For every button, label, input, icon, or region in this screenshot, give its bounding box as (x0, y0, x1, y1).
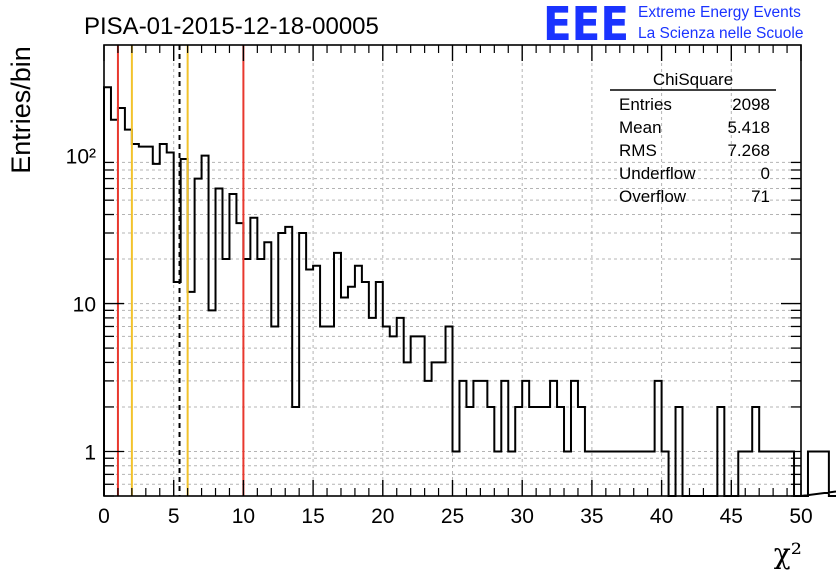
y-tick-label: 10² (66, 146, 96, 169)
eee-logo: EEE (543, 0, 629, 51)
reference-lines (116, 45, 245, 496)
x-axis-title: χ² (774, 537, 802, 570)
histogram (103, 86, 836, 497)
x-tick-label: 10 (232, 505, 255, 528)
x-tick-label: 5 (168, 505, 180, 528)
histogram-line (103, 86, 836, 497)
stats-box-name: ChiSquare (653, 70, 733, 89)
y-axis-title: Entries/bin (6, 46, 36, 174)
stats-label-underflow: Underflow (619, 164, 696, 183)
x-tick-label: 15 (301, 505, 324, 528)
chart-title: PISA-01-2015-12-18-00005 (84, 13, 379, 40)
stats-label-overflow: Overflow (619, 187, 687, 206)
logo-line-1: Extreme Energy Events (638, 4, 801, 21)
x-tick-label: 50 (789, 505, 812, 528)
x-tick-label: 20 (371, 505, 394, 528)
stats-label-mean: Mean (619, 118, 662, 137)
stats-value-underflow: 0 (761, 164, 770, 183)
stats-value-rms: 7.268 (727, 141, 770, 160)
stats-value-overflow: 71 (751, 187, 770, 206)
stats-box: ChiSquare Entries 2098 Mean 5.418 RMS 7.… (610, 70, 776, 206)
x-tick-label: 30 (511, 505, 534, 528)
stats-value-entries: 2098 (732, 95, 770, 114)
x-tick-label: 40 (650, 505, 673, 528)
stats-label-rms: RMS (619, 141, 657, 160)
x-tick-label: 45 (720, 505, 743, 528)
logo-line-2: La Scienza nelle Scuole (638, 25, 803, 42)
axis-ticks: 0 5 10 15 20 25 30 35 40 45 50 1 10 10² (66, 45, 813, 528)
stats-label-entries: Entries (619, 95, 672, 114)
x-tick-label: 35 (580, 505, 603, 528)
stats-value-mean: 5.418 (727, 118, 770, 137)
y-tick-label: 10 (73, 294, 96, 317)
x-tick-label: 0 (98, 505, 110, 528)
x-tick-label: 25 (441, 505, 464, 528)
y-tick-label: 1 (84, 441, 96, 464)
